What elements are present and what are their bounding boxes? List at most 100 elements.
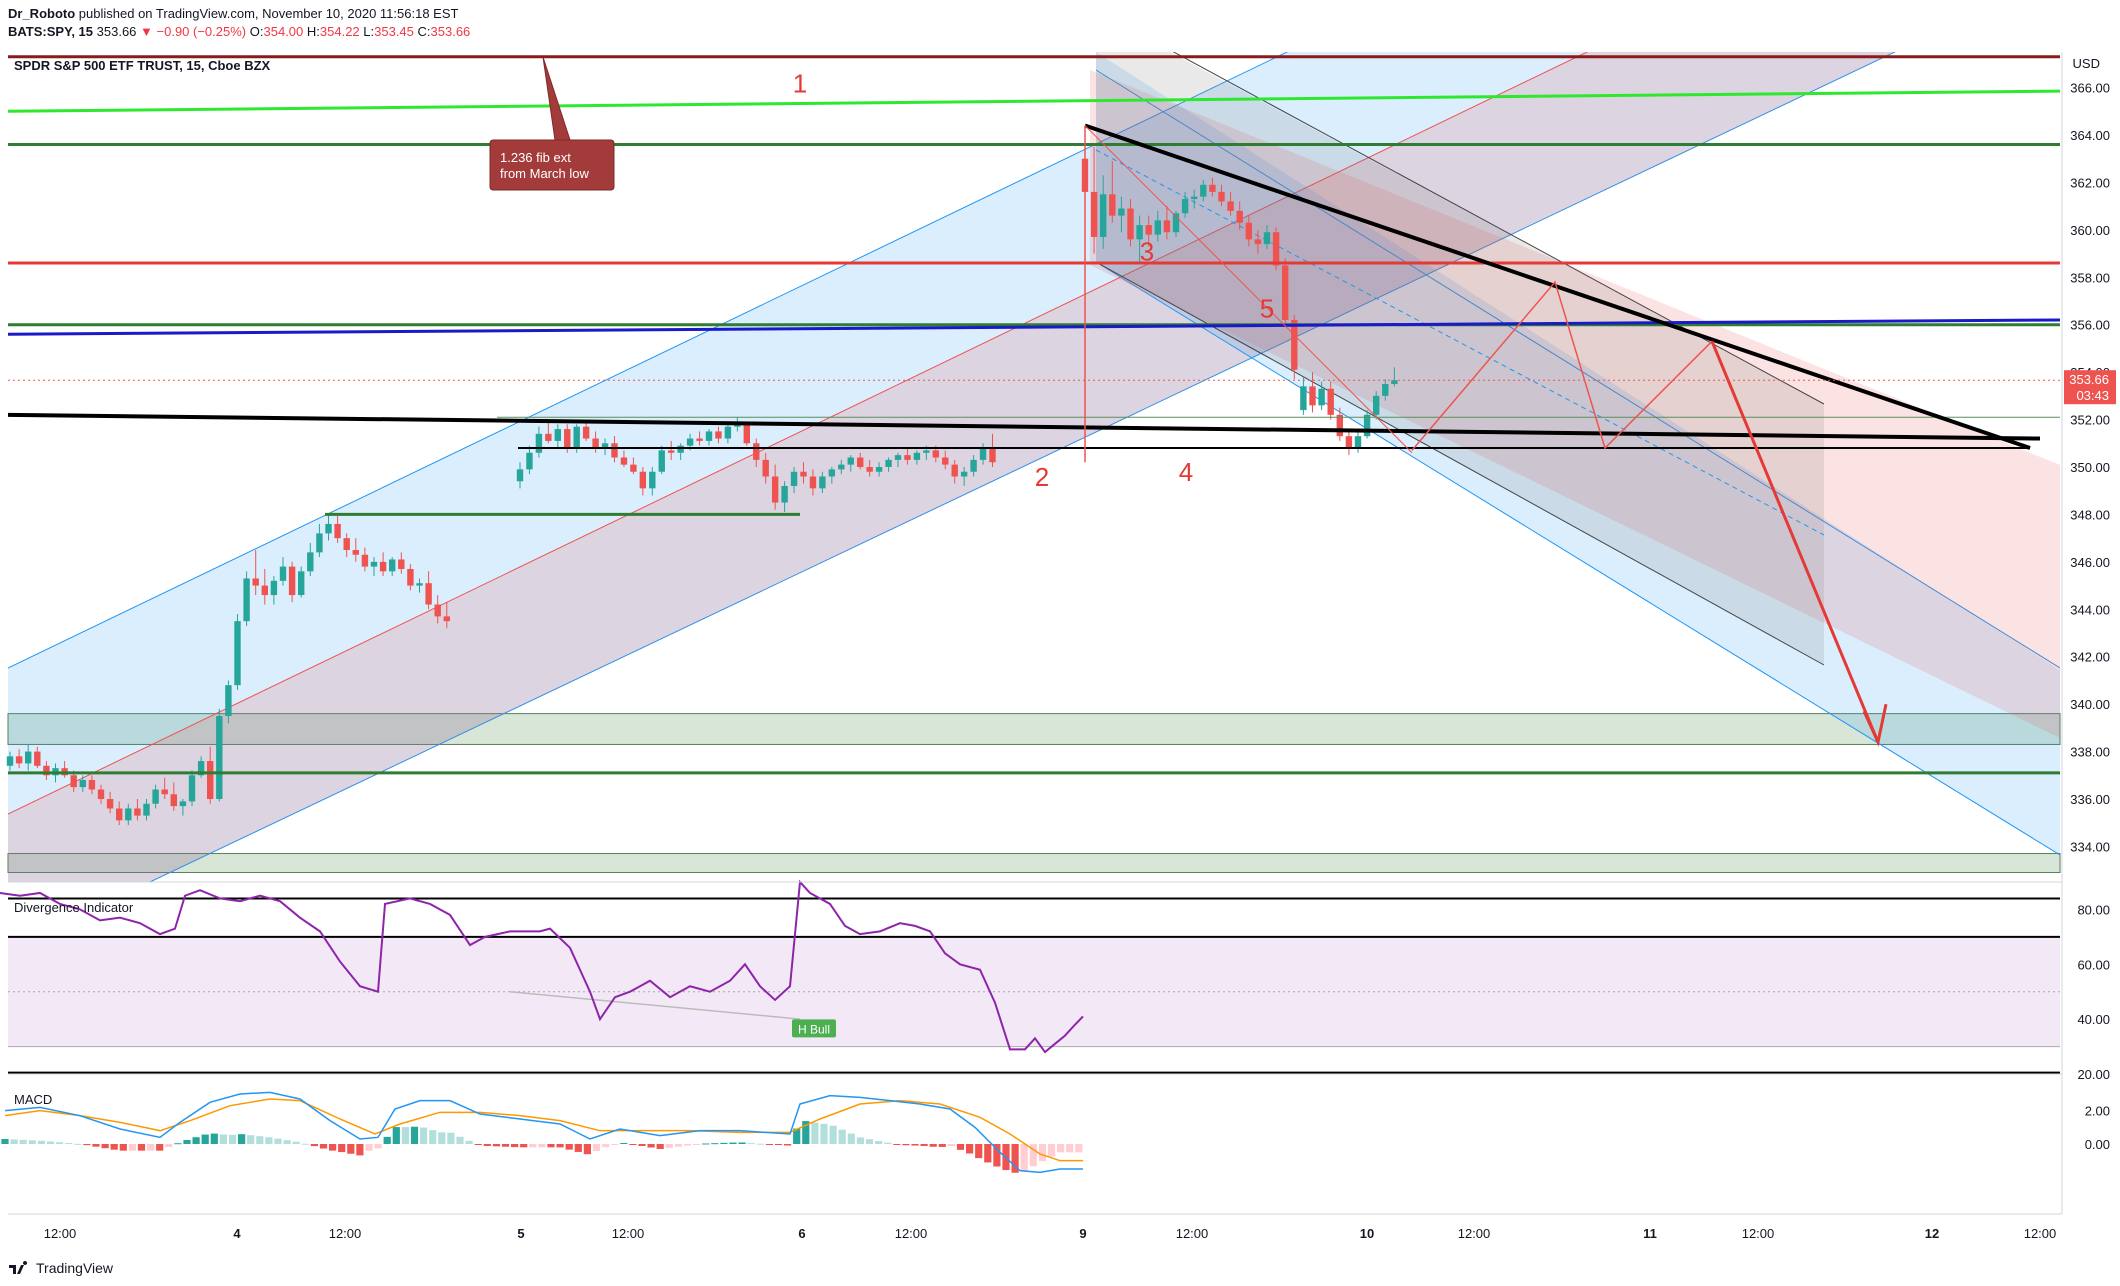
candle-body — [152, 789, 159, 804]
candle — [1382, 379, 1389, 401]
macd-histogram-bar — [793, 1128, 801, 1144]
candle-body — [443, 616, 450, 622]
macd-histogram-bar — [947, 1144, 955, 1147]
candle — [526, 445, 533, 475]
macd-histogram-bar — [174, 1143, 182, 1145]
macd-histogram-bar — [420, 1127, 428, 1144]
macd-histogram-bar — [647, 1144, 655, 1148]
candle-body — [234, 621, 241, 686]
macd-histogram-bar — [966, 1144, 974, 1154]
blue-down-channel — [1096, 52, 2060, 855]
macd-histogram-bar — [219, 1134, 227, 1144]
candle — [1163, 206, 1171, 240]
candle — [1127, 199, 1134, 247]
candle-body — [875, 467, 883, 472]
candle-body — [1209, 184, 1216, 192]
macd-histogram-bar — [274, 1138, 282, 1144]
candle-body — [601, 443, 609, 449]
candle — [261, 568, 268, 605]
macd-histogram-bar — [401, 1127, 409, 1144]
wave-label: 5 — [1260, 294, 1274, 324]
candle — [298, 566, 305, 598]
candle — [781, 481, 788, 513]
candle-body — [1100, 194, 1107, 237]
candle — [97, 784, 105, 804]
macd-histogram-bar — [938, 1144, 946, 1147]
candle — [279, 557, 287, 586]
rsi-tick: 80.00 — [2077, 902, 2110, 917]
open-value: 354.00 — [263, 24, 304, 39]
wave-label: 1 — [793, 68, 807, 98]
price-tick: 340.00 — [2070, 697, 2110, 712]
candle — [1100, 175, 1107, 249]
candle — [611, 436, 618, 463]
low-value: 353.45 — [374, 24, 414, 39]
macd-histogram-bar — [228, 1134, 237, 1144]
candle-body — [1391, 380, 1398, 384]
candle — [179, 799, 187, 816]
candle-body — [894, 455, 902, 460]
gray-channel-mid — [1095, 149, 1825, 536]
candle-body — [611, 443, 618, 458]
macd-histogram-bar — [183, 1140, 191, 1144]
candle — [601, 438, 609, 456]
candle-body — [125, 808, 132, 821]
macd-histogram-bar — [975, 1144, 983, 1159]
candle — [535, 426, 543, 458]
candle-body — [762, 459, 769, 477]
candle — [913, 450, 921, 465]
candle — [1236, 201, 1243, 230]
candle-body — [34, 751, 41, 766]
high-label: H: — [306, 24, 320, 39]
candle-body — [1172, 213, 1180, 233]
candle — [1245, 215, 1252, 247]
candle-body — [866, 467, 873, 472]
macd-histogram-bar — [702, 1143, 710, 1145]
red-up-channel — [8, 52, 1895, 882]
macd-histogram-bar — [583, 1144, 591, 1155]
macd-histogram-bar — [147, 1144, 155, 1151]
candle — [370, 557, 378, 577]
macd-histogram-bar — [1047, 1144, 1056, 1157]
macd-histogram-bar — [611, 1144, 619, 1145]
divergence-line — [509, 990, 801, 1020]
rsi-tick: 20.00 — [2077, 1067, 2110, 1082]
macd-histogram-bar — [156, 1144, 164, 1151]
candle-body — [857, 457, 864, 467]
macd-histogram-bar — [37, 1140, 45, 1144]
macd-histogram-bar — [74, 1143, 82, 1145]
candle-body — [1382, 384, 1389, 396]
candle — [1145, 215, 1152, 247]
candle-body — [1236, 210, 1243, 223]
macd-histogram-bar — [1038, 1144, 1046, 1162]
candle — [15, 749, 23, 769]
macd-histogram-bar — [747, 1143, 755, 1145]
author-name[interactable]: Dr_Roboto — [8, 6, 76, 21]
candle-body — [923, 450, 930, 453]
macd-histogram-bar — [565, 1144, 573, 1150]
candle — [696, 431, 703, 446]
macd-histogram-bar — [137, 1144, 146, 1151]
candle — [1118, 196, 1125, 233]
macd-histogram-bar — [101, 1144, 109, 1149]
candle — [325, 514, 332, 541]
macd-histogram-bar — [875, 1140, 883, 1144]
candle — [216, 708, 223, 802]
close-label: C: — [417, 24, 431, 39]
candle — [942, 450, 949, 470]
tradingview-logo[interactable]: TradingView — [8, 1260, 113, 1276]
macd-histogram-bar — [492, 1144, 500, 1147]
candle — [361, 547, 369, 572]
macd-histogram-bar — [674, 1144, 682, 1147]
candle-body — [161, 789, 168, 795]
candle-body — [88, 780, 96, 790]
time-tick: 12:00 — [1742, 1226, 1775, 1241]
macd-histogram-bar — [447, 1132, 455, 1144]
candle — [819, 471, 826, 494]
candle-body — [134, 808, 141, 816]
macd-histogram-bar — [893, 1144, 901, 1145]
macd-histogram-bar — [46, 1141, 55, 1144]
gray-regression-box — [1096, 52, 1824, 665]
candle — [316, 523, 323, 558]
